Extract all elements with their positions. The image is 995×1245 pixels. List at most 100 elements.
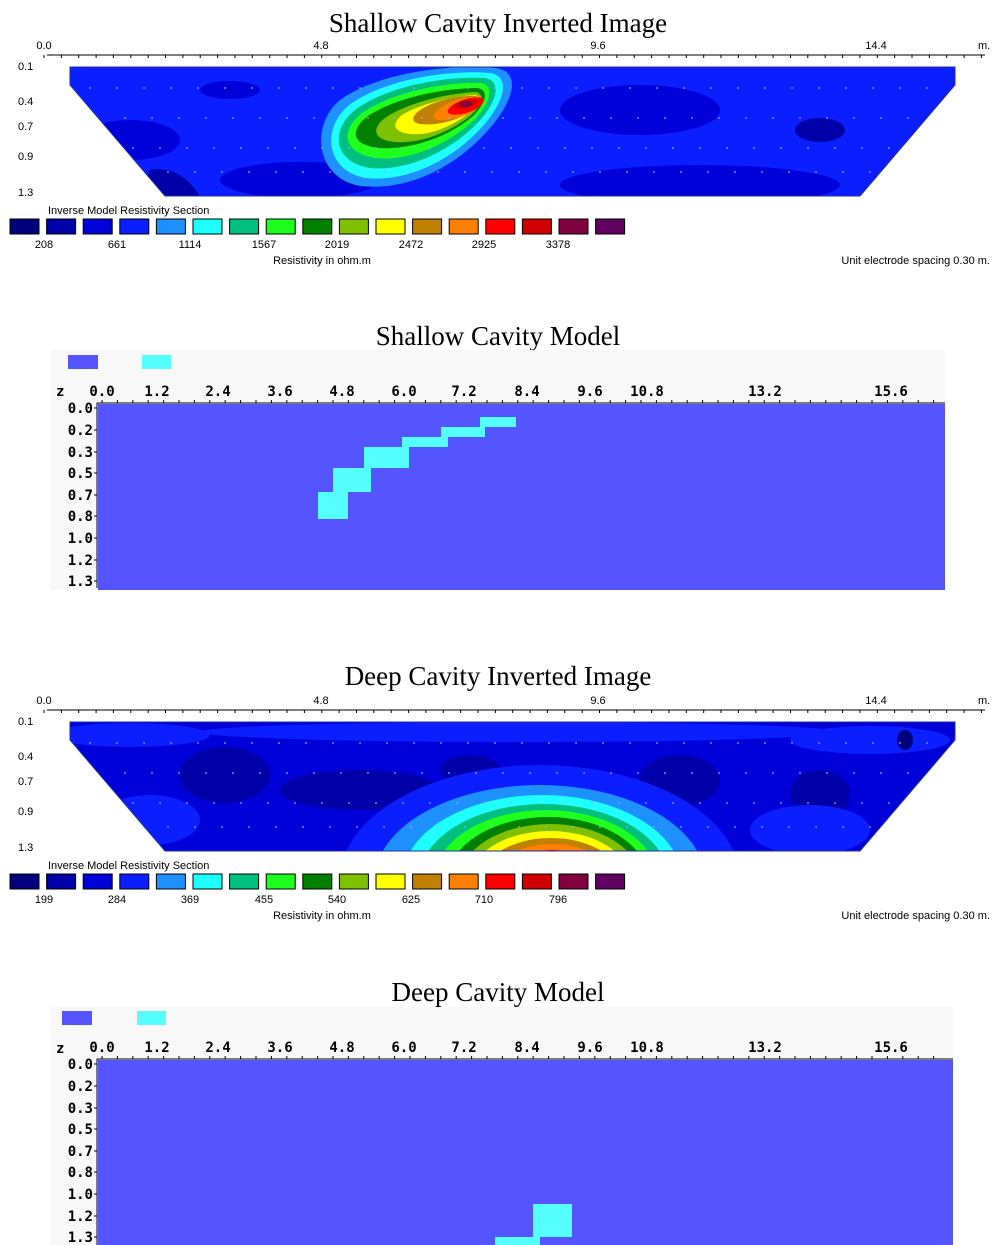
shallow-legend-swatches: [9, 218, 626, 235]
shallow-inverted-x-tick: 4.8: [313, 40, 328, 52]
model-depth-tick-label: 1.2: [68, 1209, 93, 1225]
legend-swatch: [192, 873, 223, 890]
deep-inverted-title: Deep Cavity Inverted Image: [345, 661, 652, 691]
model-x-tick-label: 13.2: [748, 1040, 782, 1056]
shallow-inverted-minor-ticks: [43, 55, 982, 58]
legend-swatch: [338, 873, 369, 890]
legend-swatch: [46, 873, 77, 890]
shallow-model-depth-ticks: 0.0 0.2 0.3 0.5 0.7 0.8 1.0 1.2 1.3: [68, 401, 97, 590]
legend-swatch: [521, 218, 552, 235]
deep-legend-value: 455: [255, 894, 273, 906]
model-x-tick-label: 4.8: [329, 1040, 354, 1056]
shallow-inverted-depth-tick: 0.4: [18, 96, 33, 108]
model-x-tick-label: 1.2: [144, 1040, 169, 1056]
shallow-inverted-depth-tick: 0.1: [18, 61, 33, 73]
deep-legend-value: 796: [549, 894, 567, 906]
model-depth-tick-label: 0.8: [68, 1165, 93, 1181]
legend-swatch: [558, 218, 589, 235]
shallow-model-host-rock: [98, 404, 945, 590]
deep-model-x-ticks: 0.0 1.2 2.4 3.6 4.8 6.0 7.2 8.4 9.6 10.8 13.2 15.6: [89, 1040, 908, 1056]
legend-swatch: [375, 218, 406, 235]
shallow-inverted-x-tick: 14.4: [865, 40, 886, 52]
shallow-legend-value: 2925: [472, 239, 496, 251]
model-x-tick-label: 10.8: [630, 1040, 664, 1056]
legend-swatch: [82, 218, 113, 235]
legend-swatch: [558, 873, 589, 890]
legend-swatch: [9, 218, 40, 235]
shallow-legend-value: 661: [108, 239, 126, 251]
model-x-tick-label: 15.6: [874, 1040, 908, 1056]
legend-swatch: [265, 218, 296, 235]
legend-swatch: [448, 218, 479, 235]
model-x-tick-label: 3.6: [267, 384, 292, 400]
legend-swatch: [155, 218, 186, 235]
shallow-legend-value: 208: [35, 239, 53, 251]
model-x-tick-label: 0.0: [89, 1040, 114, 1056]
model-depth-tick-label: 0.7: [68, 1144, 93, 1160]
shallow-inverted-depth-tick: 0.7: [18, 121, 33, 133]
shallow-inverted-x-unit: m.: [978, 40, 990, 52]
legend-swatch: [229, 873, 260, 890]
legend-swatch: [375, 873, 406, 890]
model-x-tick-label: 6.0: [391, 1040, 416, 1056]
model-depth-tick-label: 0.5: [68, 466, 93, 482]
model-depth-tick-label: 0.8: [68, 509, 93, 525]
shallow-inverted-depth-tick: 0.9: [18, 151, 33, 163]
legend-swatch: [448, 873, 479, 890]
deep-legend-title: Inverse Model Resistivity Section: [48, 860, 209, 872]
deep-inverted-x-tick: 14.4: [865, 695, 886, 707]
deep-inverted-depth-tick: 0.4: [18, 751, 33, 763]
model-depth-tick-label: 1.3: [68, 574, 93, 590]
deep-model-host-rock: [98, 1060, 953, 1245]
legend-swatch: [119, 873, 150, 890]
deep-legend-value: 540: [328, 894, 346, 906]
shallow-model-panel: Shallow Cavity Model z 0.0 1.2 2.4 3.6 4.8 6.…: [50, 321, 945, 590]
model-depth-tick-label: 1.2: [68, 553, 93, 569]
deep-model-legend-cavity: [137, 1011, 166, 1025]
legend-swatch: [485, 218, 516, 235]
model-depth-tick-label: 0.5: [68, 1122, 93, 1138]
model-x-tick-label: 7.2: [451, 384, 476, 400]
deep-model-z-label: z: [56, 1041, 64, 1057]
deep-model-legend-host: [62, 1011, 92, 1025]
model-x-tick-label: 2.4: [205, 384, 230, 400]
deep-model-title: Deep Cavity Model: [392, 977, 605, 1007]
model-depth-tick-label: 1.0: [68, 1187, 93, 1203]
model-depth-tick-label: 0.0: [68, 401, 93, 417]
deep-inverted-depth-tick: 0.7: [18, 776, 33, 788]
shallow-legend-title: Inverse Model Resistivity Section: [48, 205, 209, 217]
shallow-spacing-note: Unit electrode spacing 0.30 m.: [841, 255, 990, 267]
model-x-tick-label: 2.4: [205, 1040, 230, 1056]
shallow-inverted-section: [70, 67, 955, 196]
model-x-tick-label: 8.4: [514, 384, 539, 400]
model-depth-tick-label: 1.3: [68, 1230, 93, 1245]
shallow-inverted-x-tick: 9.6: [590, 40, 605, 52]
shallow-model-z-label: z: [56, 384, 64, 400]
deep-inverted-x-tick: 9.6: [590, 695, 605, 707]
legend-swatch: [302, 873, 333, 890]
legend-swatch: [338, 218, 369, 235]
legend-swatch: [595, 873, 626, 890]
legend-swatch: [229, 218, 260, 235]
legend-swatch: [595, 218, 626, 235]
deep-inverted-depth-tick: 0.9: [18, 806, 33, 818]
shallow-inverted-panel: Shallow Cavity Inverted Image 0.0 4.8 9.…: [9, 8, 990, 267]
model-x-tick-label: 4.8: [329, 384, 354, 400]
legend-swatch: [302, 218, 333, 235]
shallow-legend-value: 2019: [325, 239, 349, 251]
deep-legend-value: 199: [35, 894, 53, 906]
legend-swatch: [155, 873, 186, 890]
model-depth-tick-label: 0.0: [68, 1057, 93, 1073]
model-depth-tick-label: 0.2: [68, 423, 93, 439]
deep-inverted-depth-tick: 1.3: [18, 842, 33, 854]
shallow-legend-value: 1114: [179, 239, 202, 251]
legend-swatch: [485, 873, 516, 890]
deep-inverted-section: [70, 722, 955, 851]
legend-swatch: [82, 873, 113, 890]
shallow-model-cavity: [318, 417, 516, 519]
shallow-legend-value: 3378: [546, 239, 570, 251]
model-x-tick-label: 1.2: [144, 384, 169, 400]
deep-legend-value: 284: [108, 894, 126, 906]
shallow-inverted-title: Shallow Cavity Inverted Image: [329, 8, 667, 38]
